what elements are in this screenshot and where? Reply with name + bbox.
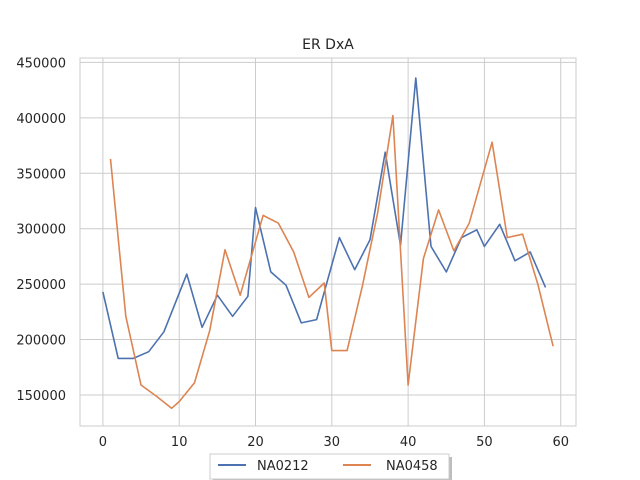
legend-box [209,453,450,480]
y-tick-labels: 150000 200000 250000 300000 350000 400000 4500… [16,56,66,404]
chart-title: ER DxA [302,37,354,53]
legend[interactable]: NA0212 NA0458 [209,453,452,480]
legend-label-na0212: NA0212 [257,459,309,474]
grid-lines [80,58,576,426]
y-tick-label: 150000 [16,389,66,404]
plot-area-frame [79,57,577,427]
y-tick-label: 450000 [16,56,66,71]
x-tick-label: 20 [247,435,264,450]
series-layer [102,77,554,410]
y-tick-label: 200000 [16,334,66,349]
y-tick-label: 250000 [16,278,66,293]
x-tick-labels: 0 10 20 30 40 50 60 [99,435,569,450]
x-tick-label: 40 [400,435,417,450]
legend-label-na0458: NA0458 [386,459,438,474]
x-tick-label: 60 [552,435,569,450]
x-tick-label: 50 [476,435,493,450]
series-line-na0458 [109,114,554,410]
x-tick-label: 10 [171,435,188,450]
series-line-na0212 [102,77,547,360]
y-tick-label: 300000 [16,223,66,238]
y-tick-label: 350000 [16,167,66,182]
y-tick-label: 400000 [16,112,66,127]
x-tick-label: 30 [324,435,341,450]
x-tick-label: 0 [99,435,107,450]
